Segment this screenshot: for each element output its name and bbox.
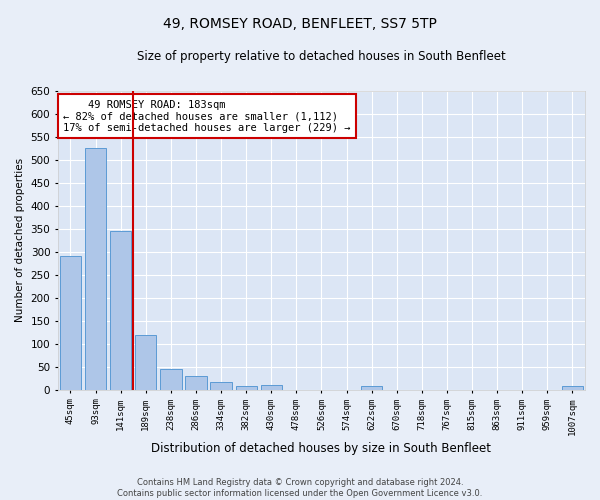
Text: 49, ROMSEY ROAD, BENFLEET, SS7 5TP: 49, ROMSEY ROAD, BENFLEET, SS7 5TP (163, 18, 437, 32)
Text: Contains HM Land Registry data © Crown copyright and database right 2024.
Contai: Contains HM Land Registry data © Crown c… (118, 478, 482, 498)
X-axis label: Distribution of detached houses by size in South Benfleet: Distribution of detached houses by size … (151, 442, 491, 455)
Bar (236, 386, 257, 390)
Bar (185, 376, 206, 390)
Bar (160, 368, 182, 390)
Bar (60, 256, 81, 390)
Bar (361, 386, 382, 390)
Bar (110, 231, 131, 390)
Y-axis label: Number of detached properties: Number of detached properties (15, 158, 25, 322)
Text: 49 ROMSEY ROAD: 183sqm
← 82% of detached houses are smaller (1,112)
17% of semi-: 49 ROMSEY ROAD: 183sqm ← 82% of detached… (63, 100, 351, 132)
Bar (211, 382, 232, 390)
Title: Size of property relative to detached houses in South Benfleet: Size of property relative to detached ho… (137, 50, 506, 63)
Bar (562, 386, 583, 390)
Bar (260, 385, 282, 390)
Bar (135, 334, 157, 390)
Bar (85, 148, 106, 390)
